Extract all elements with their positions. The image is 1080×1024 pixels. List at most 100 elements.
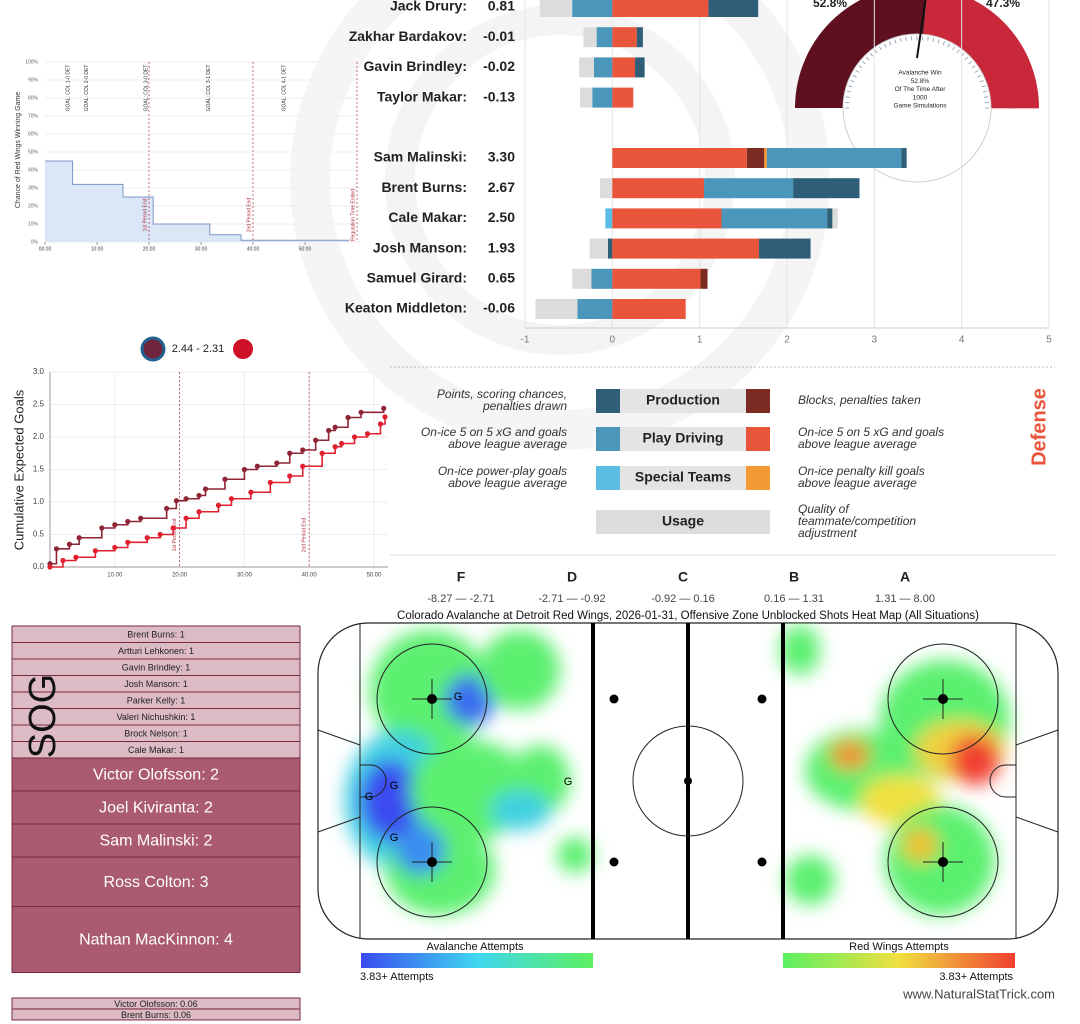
list-title: SOG xyxy=(22,674,64,758)
x-tick-label: 20.00 xyxy=(172,573,188,579)
xg-point xyxy=(47,564,53,570)
legend-label: Production xyxy=(646,392,720,408)
bar-segment xyxy=(579,57,594,78)
gauge-tick xyxy=(894,39,897,44)
player-name: Cale Makar: xyxy=(388,209,467,225)
player-rating: -0.13 xyxy=(483,88,515,104)
gauge-tick xyxy=(858,65,863,69)
home-scale-label: 3.83+ Attempts xyxy=(360,971,434,983)
xg-point xyxy=(173,498,179,504)
bar-segment xyxy=(600,178,613,199)
legend-right-text: On-ice penalty kill goals xyxy=(798,464,925,478)
away-scale-label: 3.83+ Attempts xyxy=(939,971,1013,983)
x-tick-label: 50.00 xyxy=(366,573,382,579)
player-name: Sam Malinski: xyxy=(374,149,467,165)
legend-side-label: Defense xyxy=(1028,388,1050,466)
gauge-tick xyxy=(984,96,989,98)
stat-label: Brock Nelson: 1 xyxy=(124,729,188,739)
grade-range: -0.92 — 0.16 xyxy=(651,593,715,605)
period-label: 2nd Period End xyxy=(246,198,252,233)
gauge-tick xyxy=(977,74,982,78)
gauge-tick xyxy=(932,37,935,42)
legend-label: Special Teams xyxy=(635,469,731,485)
team-logo xyxy=(140,336,166,362)
grade-range: 0.16 — 1.31 xyxy=(764,593,824,605)
stat-label: Joel Kiviranta: 2 xyxy=(99,800,213,817)
x-tick-label: 40.00 xyxy=(302,573,318,579)
xg-point xyxy=(377,421,384,427)
xg-point xyxy=(196,492,202,499)
xg-point xyxy=(170,525,176,531)
bar-segment xyxy=(612,87,634,108)
bar-segment xyxy=(580,87,593,108)
xg-point xyxy=(215,502,222,508)
step-line xyxy=(50,416,386,568)
gauge-tick xyxy=(964,56,969,61)
bar-segment xyxy=(700,268,708,289)
bar-segment xyxy=(589,238,608,259)
goal-marker: G xyxy=(564,776,573,788)
bar-segment xyxy=(708,0,759,17)
xg-point xyxy=(60,557,66,564)
gauge-tick xyxy=(937,39,940,44)
gauge-tick xyxy=(874,49,878,54)
x-tick-label: 3 xyxy=(872,335,878,346)
legend-left-text: above league average xyxy=(448,476,567,490)
period-label: 1st Period End xyxy=(172,518,178,551)
xg-point xyxy=(338,440,345,447)
bar-segment xyxy=(766,148,902,168)
stat-list: Brent Burns: 1 Artturi Lehkonen: 1 Gavin B… xyxy=(11,625,301,973)
bar-segment xyxy=(539,0,573,17)
bar-segment xyxy=(607,238,613,259)
bar-segment xyxy=(592,87,613,108)
stat-label: Gavin Brindley: 1 xyxy=(122,663,191,673)
x-tick-label: 30:00 xyxy=(195,246,208,252)
bar-segment xyxy=(635,57,645,78)
xg-point xyxy=(319,450,325,456)
x-tick-label: 0 xyxy=(610,335,616,346)
gauge-tick xyxy=(861,60,866,65)
gauge-tick xyxy=(878,46,882,51)
gauge-tick xyxy=(956,49,960,54)
y-tick-label: 100% xyxy=(25,59,38,65)
gauge-tick xyxy=(947,43,951,48)
legend-swatch xyxy=(746,389,770,413)
x-tick-label: 30.00 xyxy=(237,573,253,579)
gauge-tick xyxy=(974,69,979,73)
y-axis-label: Chance of Red Wings Winning Game xyxy=(15,92,22,208)
xg-point xyxy=(164,505,170,512)
player-name: Keaton Middleton: xyxy=(345,300,467,316)
stat-bar xyxy=(11,856,301,907)
y-tick-label: 70% xyxy=(28,113,39,119)
xg-point xyxy=(241,466,247,473)
xg-point xyxy=(196,509,202,515)
xg-point xyxy=(66,541,73,547)
xg-point xyxy=(112,544,118,551)
stat-label: Artturi Lehkonen: 1 xyxy=(118,646,194,656)
x-tick-label: 50:00 xyxy=(299,246,312,252)
goal-marker: G xyxy=(390,780,399,792)
grade-letter: A xyxy=(900,569,910,585)
stat-bar xyxy=(11,757,301,792)
x-tick-label: -1 xyxy=(521,335,530,346)
xg-point xyxy=(125,539,131,545)
gauge-value: 52.8% xyxy=(813,0,847,10)
home-scale xyxy=(361,953,593,968)
goal-marker: G xyxy=(454,691,463,703)
away-scale xyxy=(783,953,1015,968)
xg-point xyxy=(248,489,254,495)
gauge-tick xyxy=(971,65,976,69)
stat-label: Josh Manson: 1 xyxy=(124,679,188,689)
bar-segment xyxy=(572,0,613,17)
period-label: Regulation Time Ended xyxy=(350,189,356,241)
player-rating: 3.30 xyxy=(488,149,515,165)
bar-segment xyxy=(612,27,637,48)
grade-range: -8.27 — -2.71 xyxy=(427,593,494,605)
xg-point xyxy=(332,444,338,450)
step-line xyxy=(50,408,385,565)
bar-segment xyxy=(612,57,636,78)
grade-letter: D xyxy=(567,569,577,585)
bar-segment xyxy=(901,148,907,168)
bar-segment xyxy=(827,208,833,229)
